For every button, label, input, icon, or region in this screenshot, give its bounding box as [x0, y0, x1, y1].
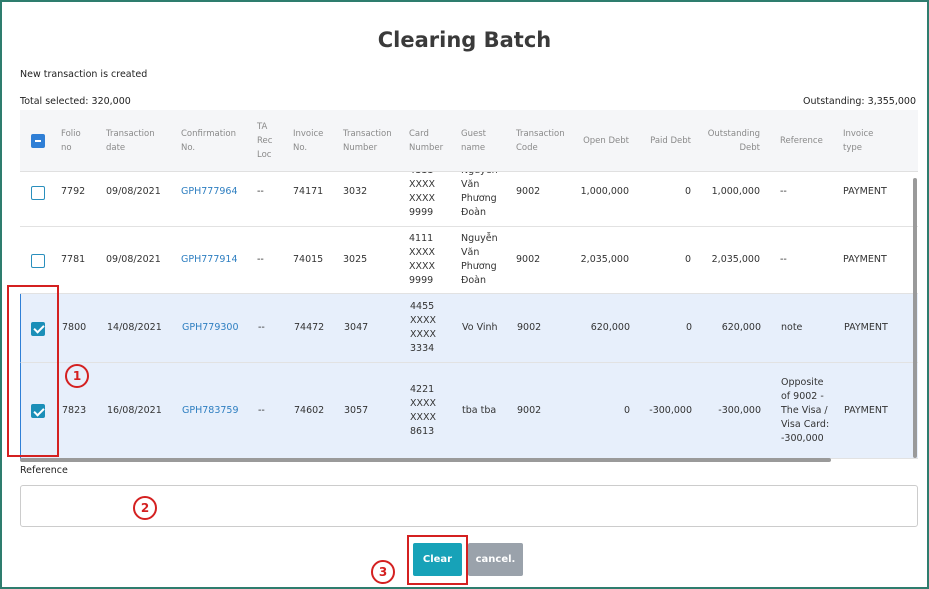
highlight-box [7, 285, 59, 457]
highlight-box [407, 535, 468, 585]
table-cell: PAYMENT [843, 186, 887, 197]
table-cell: -- [258, 404, 265, 416]
v-scrollbar[interactable] [913, 178, 917, 458]
dialog-title: Clearing Batch [377, 28, 552, 52]
table-cell: 2,035,000 [580, 254, 629, 265]
table-cell: 9002 [517, 322, 542, 333]
column-header: Outstanding Debt [707, 129, 760, 153]
table-cell: PAYMENT [844, 322, 888, 333]
table-cell: 4221 XXXX XXXX 8613 [410, 383, 437, 437]
table-cell: 620,000 [590, 322, 630, 333]
column-header: Paid Debt [650, 136, 691, 146]
table-cell: -300,000 [718, 404, 761, 416]
table-cell: Nguyễn Văn Phương Đoàn [461, 233, 498, 286]
annotation: 3 [371, 560, 395, 584]
table-cell: 3047 [344, 322, 369, 333]
table-cell: 620,000 [721, 322, 761, 333]
table-header: Folio no Transaction date Confirmation No.… [20, 110, 918, 172]
table-row: 7781 09/08/2021 GPH777914 -- 74015 3025 4111 X… [20, 227, 918, 294]
total-selected: Total selected: 320,000 [20, 96, 131, 107]
table-cell: -- [257, 186, 264, 197]
row-checkbox[interactable] [31, 321, 45, 336]
table-cell: 14/08/2021 [107, 322, 162, 333]
table-cell: 0 [623, 404, 630, 416]
table-cell: 16/08/2021 [107, 404, 162, 416]
column-header: Confirmation No. [181, 129, 236, 153]
table-cell: tba tba [462, 404, 497, 416]
message: New transaction is created [20, 69, 148, 80]
column-header: Guest name [461, 129, 486, 153]
reference-input[interactable] [20, 485, 918, 527]
table-cell: 0 [684, 186, 691, 197]
confirmation-link[interactable]: GPH783759 [182, 404, 239, 416]
table-cell: 1,000,000 [580, 186, 629, 197]
column-header: Transaction Code [516, 129, 565, 153]
column-header: Invoice No. [293, 129, 324, 153]
table-cell: 1,000,000 [711, 186, 760, 197]
table-cell: -- [257, 254, 264, 265]
confirmation-link[interactable]: GPH777964 [181, 186, 238, 197]
column-header: Reference [780, 136, 823, 146]
table-cell: 0 [685, 322, 692, 333]
reference-label: Reference [20, 465, 68, 476]
table-cell: 74472 [294, 322, 325, 333]
table-row: 7800 14/08/2021 GPH779300 -- 74472 3047 4455 X… [20, 294, 918, 363]
table-cell: Nguyễn Văn Phương Đoàn [461, 172, 498, 218]
table-cell: 74171 [293, 186, 324, 197]
table-cell: 7800 [62, 322, 87, 333]
table-cell: 4455 XXXX XXXX 3334 [410, 301, 437, 354]
table-cell: 2,035,000 [711, 254, 760, 265]
table-cell: PAYMENT [843, 254, 887, 265]
table-cell: -- [258, 322, 265, 333]
table-cell: 3057 [344, 404, 369, 416]
outstanding: Outstanding: 3,355,000 [802, 96, 916, 107]
table-cell: 7823 [62, 404, 87, 416]
cancel-button[interactable]: cancel. [468, 543, 523, 576]
column-header: Open Debt [583, 136, 629, 146]
column-header: Invoice type [843, 129, 874, 153]
table-cell: 9002 [517, 404, 542, 416]
table-cell: note [781, 322, 803, 333]
column-header: TA Rec Loc [257, 122, 273, 160]
table-cell: Opposite of 9002 - The Visa / Visa Card:… [781, 376, 830, 444]
table-cell: Vo Vinh [462, 322, 498, 333]
table-row: 7792 09/08/2021 GPH777964 -- 74171 3032 4111 X… [20, 172, 918, 227]
table-body: 7792 09/08/2021 GPH777964 -- 74171 3032 4111 X… [20, 172, 918, 459]
table-cell: 3032 [343, 186, 368, 197]
table-cell: 09/08/2021 [106, 254, 161, 265]
table-cell: 09/08/2021 [106, 186, 161, 197]
table-cell: PAYMENT [844, 404, 888, 416]
h-scrollbar[interactable] [20, 458, 831, 462]
table-cell: 9002 [516, 186, 541, 197]
select-all-checkbox[interactable] [31, 134, 45, 148]
table-cell: -- [780, 186, 787, 197]
table-cell: 4111 XXXX XXXX 9999 [409, 172, 436, 218]
column-header: Card Number [409, 129, 444, 153]
table-cell: 3025 [343, 254, 368, 265]
table-cell: 4111 XXXX XXXX 9999 [409, 233, 436, 286]
annotation: 1 [65, 364, 89, 388]
table-cell: -- [780, 254, 787, 265]
row-checkbox[interactable] [31, 404, 45, 418]
table-cell: 74602 [294, 404, 325, 416]
table-cell: 0 [684, 254, 691, 265]
confirmation-link[interactable]: GPH779300 [182, 322, 239, 333]
table-cell: -300,000 [649, 404, 692, 416]
annotation: 2 [133, 496, 157, 520]
column-header: Transaction Number [343, 129, 392, 153]
table-cell: 9002 [516, 254, 541, 265]
table-row: 7823 16/08/2021 GPH783759 -- 74602 3057 4221 X… [20, 363, 918, 459]
table-cell: 7781 [61, 254, 86, 265]
table-cell: 74015 [293, 254, 324, 265]
column-header: Transaction date [106, 129, 155, 153]
confirmation-link[interactable]: GPH777914 [181, 254, 238, 265]
row-checkbox[interactable] [31, 185, 45, 200]
column-header: Folio no [61, 129, 81, 153]
row-checkbox[interactable] [31, 253, 45, 268]
table-cell: 7792 [61, 186, 86, 197]
clear-button[interactable]: Clear [413, 543, 462, 576]
